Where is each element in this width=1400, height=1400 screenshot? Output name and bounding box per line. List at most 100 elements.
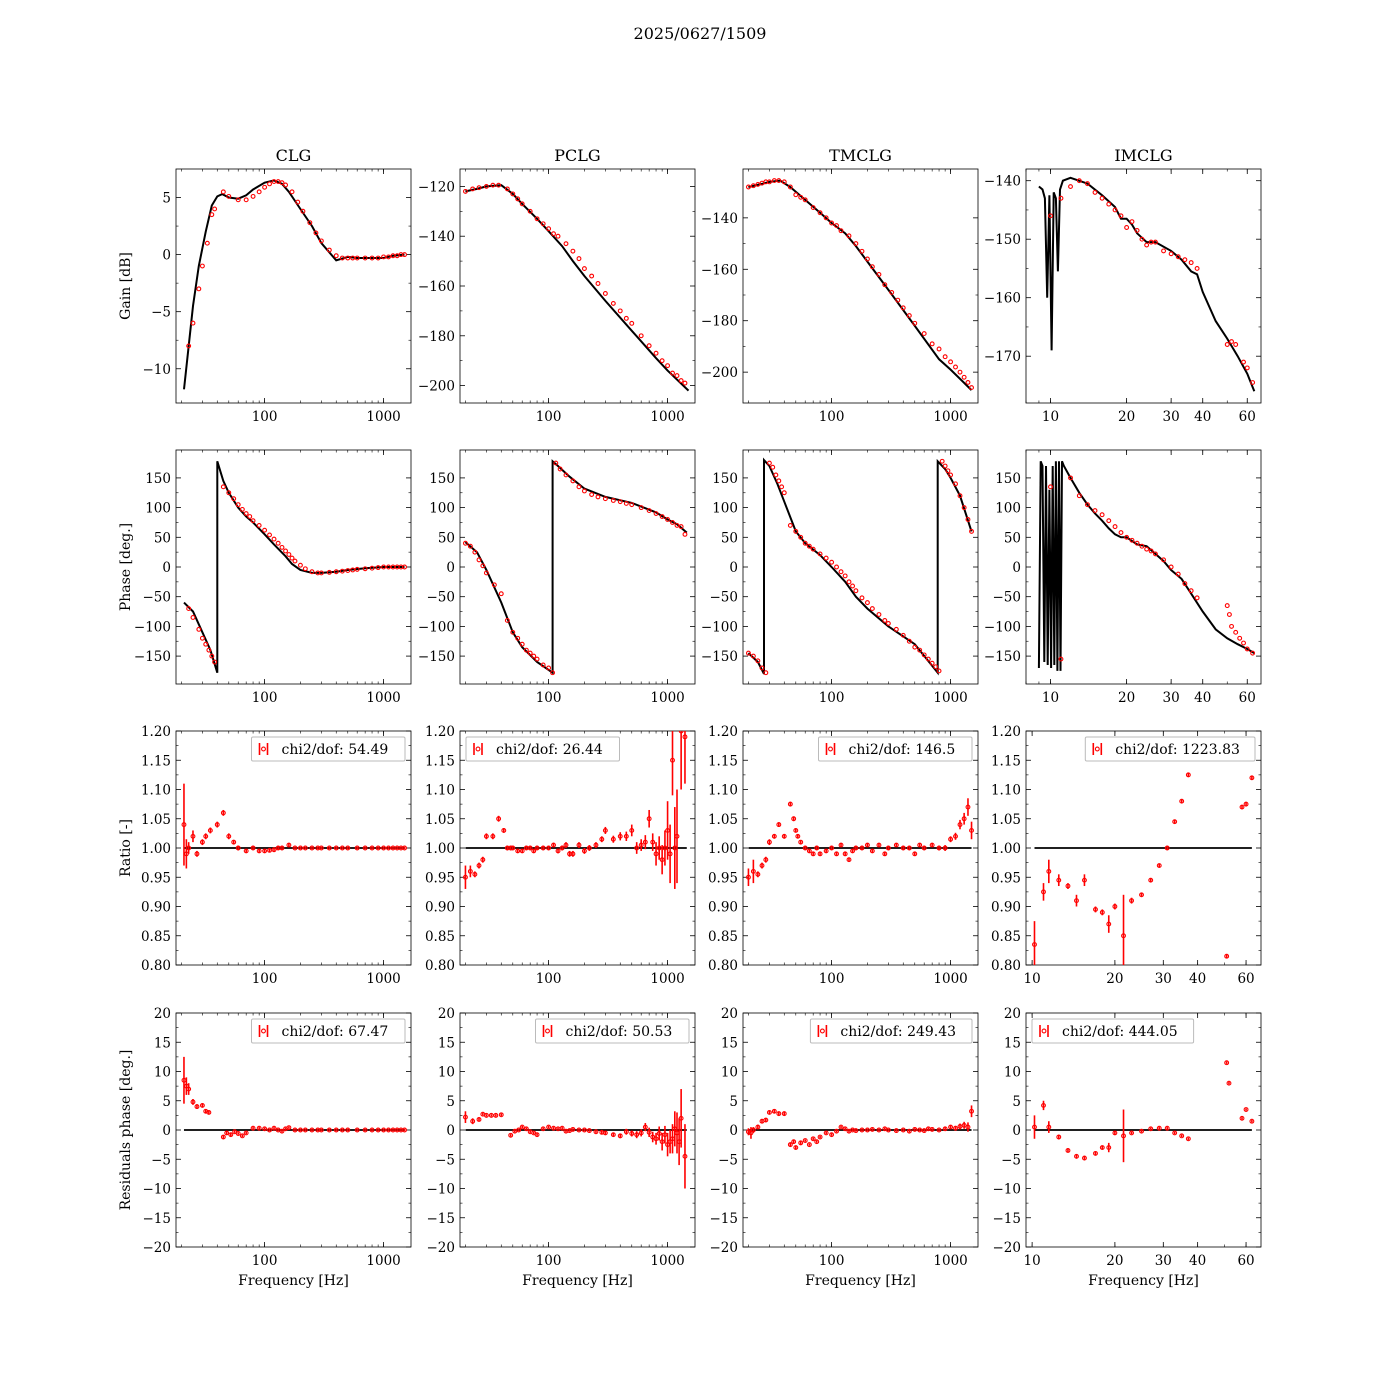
data-point [570,1126,576,1132]
x-tick-label: 100 [536,690,562,706]
plot-area [462,459,688,676]
data-point [586,845,592,851]
data-point [798,839,804,845]
data-point [1056,1134,1062,1140]
data-point [491,582,497,588]
x-minor-ticks [748,1013,951,1247]
data-point [876,1127,882,1133]
data-point [247,514,253,519]
data-point [776,1111,782,1117]
data-point [617,499,623,505]
data-point [581,848,587,854]
x-minor-ticks [748,169,951,403]
data-point [186,343,192,349]
data-point [670,370,675,376]
data-point [810,546,816,552]
subplot-tmclg-gain: 100 1000 −200 −180 −160 −140 TMCLG [701,146,979,425]
data-point [763,670,769,676]
data-point [267,532,272,538]
data-point [933,664,939,670]
data-point [1144,242,1150,248]
data-point [462,540,468,546]
data-point [659,1139,665,1145]
plot-area [181,783,407,869]
data-point [1172,1130,1178,1136]
x-tick-label: 1000 [933,690,967,706]
legend-box [818,736,973,762]
data-point [834,223,839,229]
data-point [859,1127,865,1133]
y-tick-label: 1.05 [425,812,455,828]
data-point [250,845,256,851]
data-point [1124,225,1130,230]
y-tick-label: 0.95 [708,870,738,886]
y-tick-label: 1.05 [708,812,738,828]
data-point [559,845,565,851]
y-tick-label: 0.80 [708,958,738,974]
data-point [670,757,675,763]
data-point [354,255,360,261]
legend-box [251,736,406,762]
data-point [1112,1130,1118,1136]
data-point [610,1132,616,1138]
data-point [634,1132,640,1138]
data-point [755,658,761,664]
data-point [1168,251,1174,257]
data-point [885,1127,891,1133]
x-tick-label: 20 [1118,409,1135,425]
data-point [1185,772,1191,778]
y-tick-label: 5 [729,1094,738,1110]
x-tick-label: 40 [1189,971,1206,987]
data-point [470,1118,476,1124]
y-tick-label: 0 [1012,560,1021,576]
y-tick-label: −5 [1001,1152,1021,1168]
y-tick-label: 1.15 [141,753,171,769]
legend-label: chi2/dof: 249.43 [840,1024,956,1040]
data-point [623,1129,629,1135]
data-point [906,845,912,851]
data-point [519,848,525,854]
data-point [1194,266,1200,271]
legend-box [1031,1018,1195,1044]
subplot-imclg-phase: 10 20 30 40 60 −150 −100 −50 0 50 100 150 [984,449,1262,706]
data-point [508,1132,514,1138]
y-tick-label: −20 [143,1240,172,1256]
data-point [1148,1126,1154,1132]
y-tick-label: −160 [984,291,1021,307]
data-point [829,845,835,851]
data-point [214,822,220,828]
data-point [1229,623,1234,629]
data-point [893,842,899,848]
data-point [667,851,673,857]
data-point [646,816,652,822]
data-point [948,836,954,842]
data-point [1175,571,1181,577]
data-point [546,665,552,671]
data-point [570,851,576,857]
data-point [834,851,839,857]
data-point [551,231,556,237]
subplot-pclg-gain: 100 1000 −200 −180 −160 −140 −120 PCLG [418,146,696,425]
data-point [302,566,308,572]
legend-label: chi2/dof: 67.47 [282,1024,389,1040]
data-point [480,857,486,863]
data-point [309,569,315,575]
data-point [750,183,756,189]
y-tick-label: 0 [162,248,171,264]
data-point [670,520,675,525]
data-point [953,833,958,839]
legend: chi2/dof: 67.47 [251,1018,406,1044]
data-point [1121,1133,1126,1139]
data-point [781,1111,787,1117]
y-tick-label: −10 [143,1182,172,1198]
y-tick-label: 20 [721,1006,738,1022]
data-point [555,848,561,854]
x-tick-label: 30 [1163,690,1180,706]
data-point [483,1112,489,1118]
y-tick-label: 0 [729,1123,738,1139]
data-point [1241,640,1246,646]
subplot-pclg-residual: 100 1000 −20 −15 −10 −5 0 5 10 15 20 Frequency [Hz]… [427,1006,696,1289]
data-point [969,528,974,534]
data-point [181,822,187,828]
data-point [674,833,680,839]
